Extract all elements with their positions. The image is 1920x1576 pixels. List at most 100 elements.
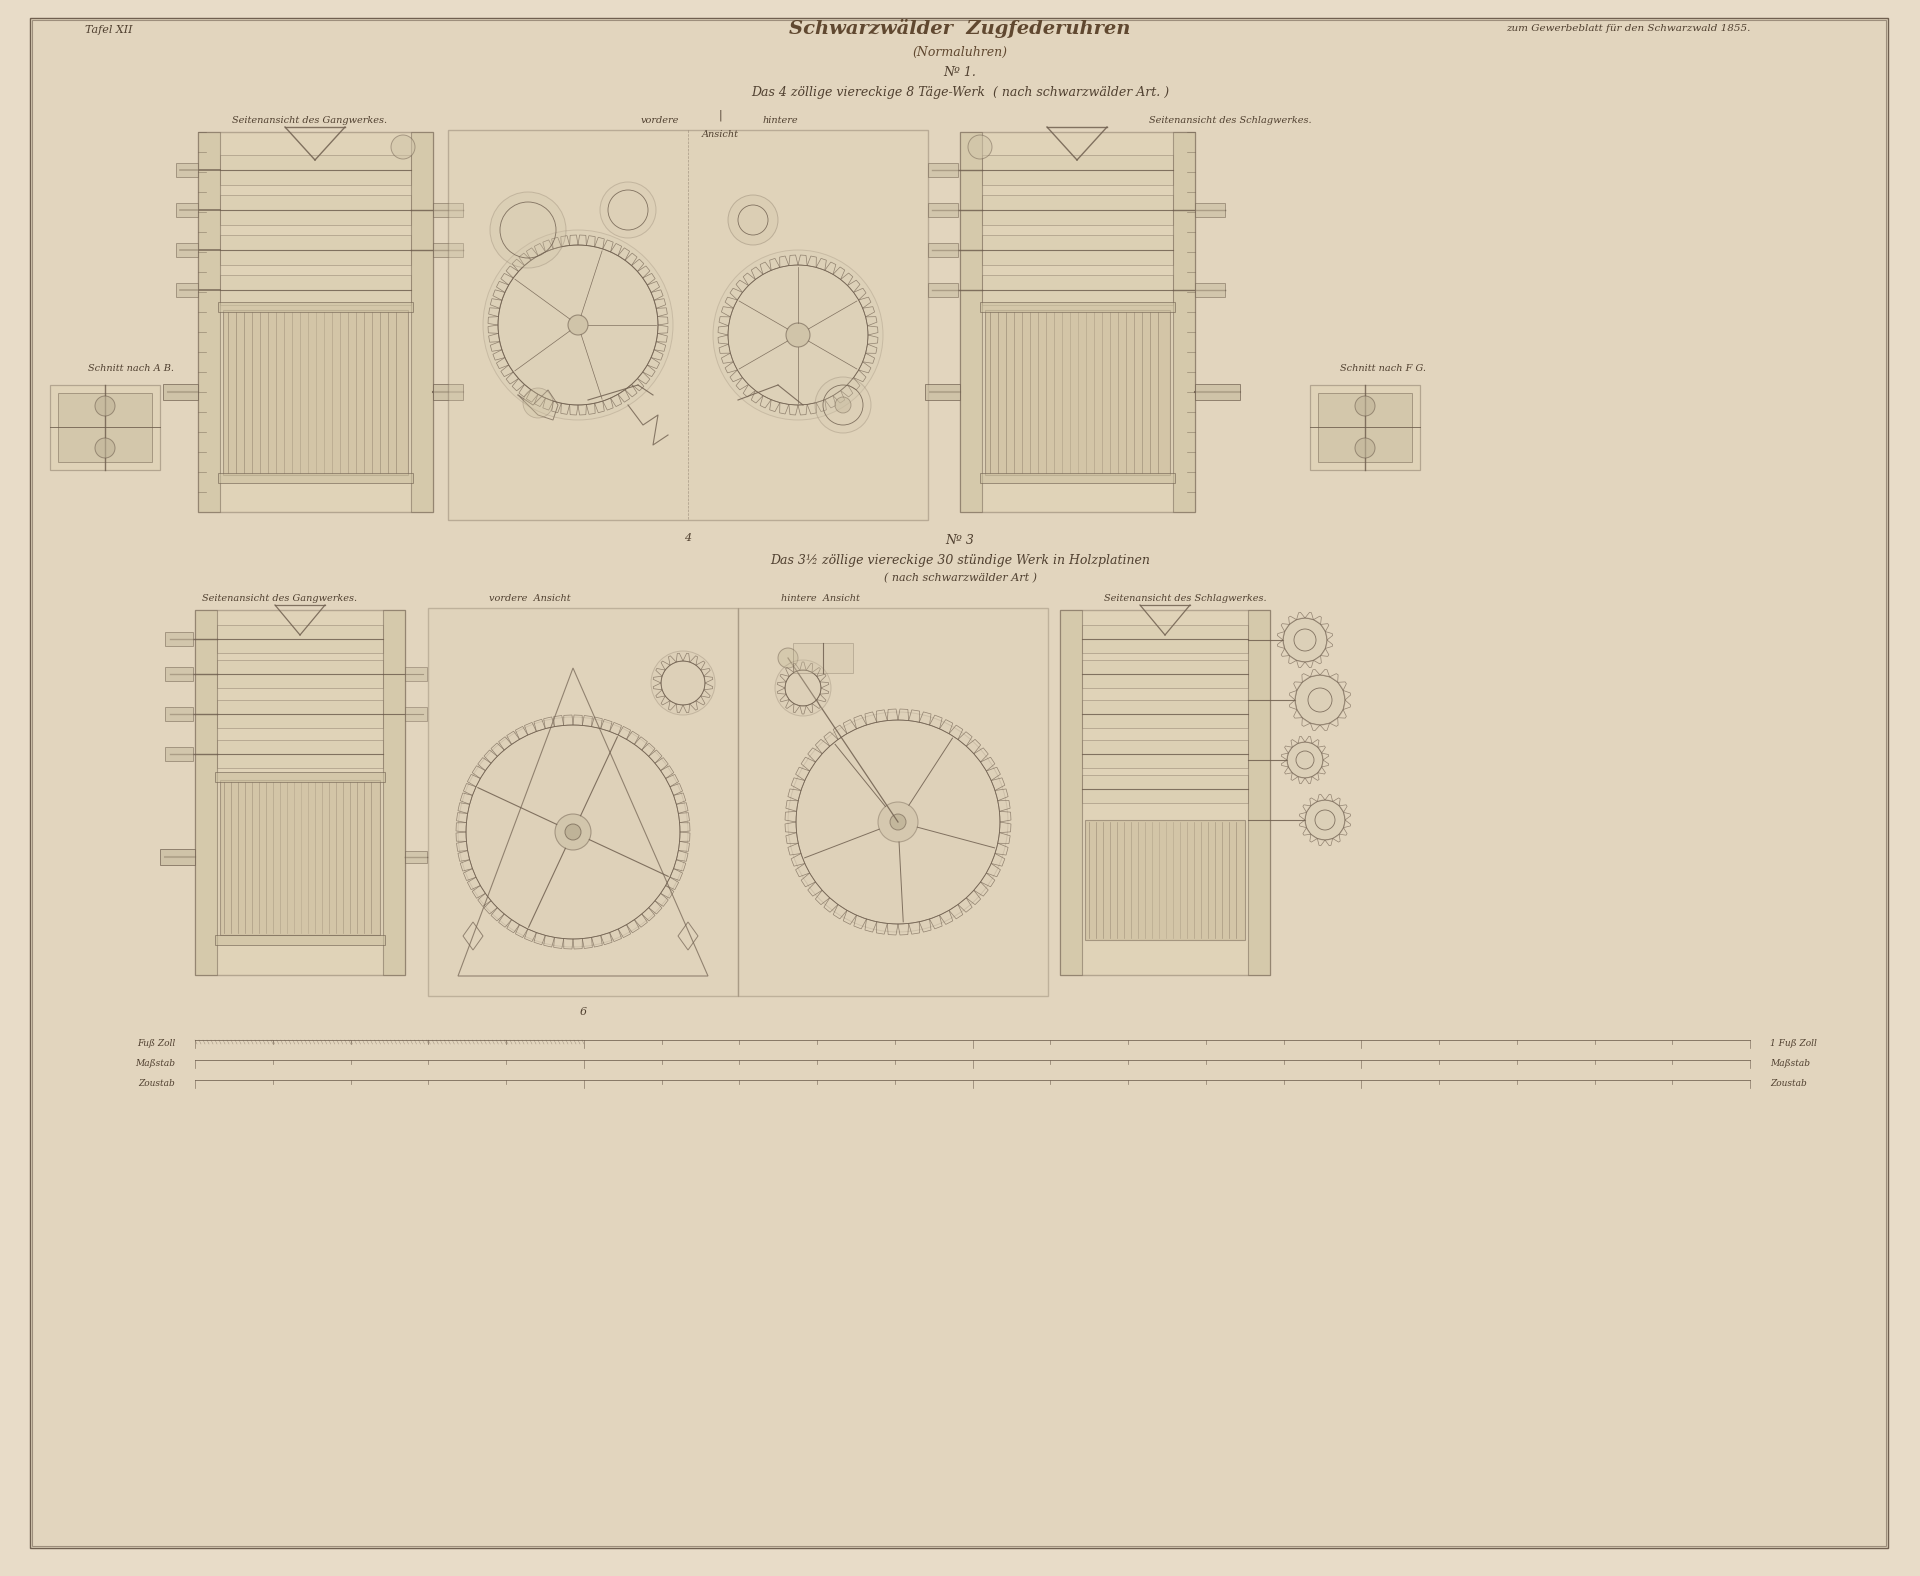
- Text: |: |: [718, 109, 722, 121]
- Bar: [50, 385, 159, 470]
- Circle shape: [712, 251, 883, 419]
- Bar: [163, 385, 198, 400]
- Text: Seitenansicht des Schlagwerkes.: Seitenansicht des Schlagwerkes.: [1104, 594, 1267, 602]
- Circle shape: [877, 802, 918, 842]
- Bar: [221, 235, 411, 265]
- Circle shape: [776, 660, 831, 716]
- Circle shape: [599, 181, 657, 238]
- Text: Das 3½ zöllige viereckige 30 stündige Werk in Holzplatinen: Das 3½ zöllige viereckige 30 stündige We…: [770, 553, 1150, 566]
- Text: Schnitt nach F G.: Schnitt nach F G.: [1340, 364, 1427, 372]
- Bar: [221, 274, 411, 306]
- Text: Tafel XII: Tafel XII: [84, 25, 132, 35]
- Circle shape: [490, 192, 566, 268]
- Bar: [177, 162, 198, 177]
- Bar: [219, 473, 413, 482]
- Bar: [1083, 660, 1248, 689]
- Bar: [927, 284, 958, 296]
- Bar: [219, 303, 413, 312]
- Bar: [1083, 626, 1248, 652]
- Bar: [1248, 610, 1269, 976]
- Circle shape: [1294, 675, 1346, 725]
- Bar: [979, 473, 1175, 482]
- Circle shape: [778, 648, 799, 668]
- Bar: [177, 284, 198, 296]
- Bar: [960, 132, 981, 512]
- Bar: [217, 741, 382, 768]
- Circle shape: [1356, 438, 1375, 459]
- Bar: [981, 274, 1173, 306]
- Bar: [927, 203, 958, 217]
- Bar: [221, 780, 380, 935]
- Text: 6: 6: [580, 1007, 588, 1017]
- Circle shape: [522, 388, 553, 418]
- Bar: [1194, 385, 1240, 400]
- Bar: [405, 708, 426, 720]
- Bar: [382, 610, 405, 976]
- Text: Seitenansicht des Gangwerkes.: Seitenansicht des Gangwerkes.: [202, 594, 357, 602]
- Bar: [221, 195, 411, 225]
- Bar: [165, 747, 194, 761]
- Bar: [217, 626, 382, 652]
- Bar: [737, 608, 1048, 996]
- Text: Das 4 zöllige viereckige 8 Täge-Werk  ( nach schwarzwälder Art. ): Das 4 zöllige viereckige 8 Täge-Werk ( n…: [751, 85, 1169, 99]
- Bar: [434, 385, 463, 400]
- Text: Seitenansicht des Schlagwerkes.: Seitenansicht des Schlagwerkes.: [1148, 115, 1311, 125]
- Text: vordere  Ansicht: vordere Ansicht: [490, 594, 570, 602]
- Circle shape: [1283, 618, 1327, 662]
- Bar: [1085, 820, 1244, 939]
- Circle shape: [94, 396, 115, 416]
- Bar: [215, 935, 386, 946]
- Circle shape: [728, 195, 778, 244]
- Text: ( nach schwarzwälder Art ): ( nach schwarzwälder Art ): [883, 572, 1037, 583]
- Text: Ansicht: Ansicht: [701, 129, 739, 139]
- Bar: [434, 203, 463, 217]
- Bar: [221, 154, 411, 184]
- Bar: [1083, 741, 1248, 768]
- Bar: [1083, 775, 1248, 804]
- Bar: [927, 162, 958, 177]
- Bar: [165, 708, 194, 720]
- Bar: [434, 243, 463, 257]
- Bar: [177, 243, 198, 257]
- Bar: [215, 772, 386, 782]
- Text: 1 Fuß Zoll: 1 Fuß Zoll: [1770, 1040, 1816, 1048]
- Text: Schwarzwälder  Zugfederuhren: Schwarzwälder Zugfederuhren: [789, 19, 1131, 38]
- Bar: [159, 849, 196, 865]
- Bar: [177, 203, 198, 217]
- Text: 4: 4: [684, 533, 691, 544]
- Bar: [985, 310, 1169, 474]
- Text: Nº 1.: Nº 1.: [943, 66, 977, 79]
- Bar: [793, 643, 852, 673]
- Text: Maßstab: Maßstab: [1770, 1059, 1811, 1069]
- Text: Fuß Zoll: Fuß Zoll: [136, 1040, 175, 1048]
- Circle shape: [968, 136, 993, 159]
- Text: Seitenansicht des Gangwerkes.: Seitenansicht des Gangwerkes.: [232, 115, 388, 125]
- Circle shape: [1356, 396, 1375, 416]
- Bar: [58, 392, 152, 462]
- Bar: [165, 632, 194, 646]
- Text: Zoustab: Zoustab: [138, 1080, 175, 1089]
- Circle shape: [459, 717, 687, 947]
- Circle shape: [787, 712, 1008, 931]
- Bar: [165, 667, 194, 681]
- Circle shape: [568, 315, 588, 336]
- Bar: [1060, 610, 1083, 976]
- Bar: [981, 195, 1173, 225]
- Bar: [447, 129, 927, 520]
- Circle shape: [94, 438, 115, 459]
- Bar: [405, 851, 426, 864]
- Bar: [981, 154, 1173, 184]
- Bar: [927, 243, 958, 257]
- Bar: [1083, 700, 1248, 728]
- Text: zum Gewerbeblatt für den Schwarzwald 1855.: zum Gewerbeblatt für den Schwarzwald 185…: [1505, 24, 1749, 33]
- Bar: [198, 132, 221, 512]
- Circle shape: [1306, 801, 1346, 840]
- Bar: [925, 385, 960, 400]
- Bar: [223, 310, 407, 474]
- Bar: [1194, 203, 1225, 217]
- Text: Maßstab: Maßstab: [134, 1059, 175, 1069]
- Text: Schnitt nach A B.: Schnitt nach A B.: [88, 364, 175, 372]
- Bar: [1194, 284, 1225, 296]
- Bar: [960, 132, 1194, 512]
- Bar: [217, 660, 382, 689]
